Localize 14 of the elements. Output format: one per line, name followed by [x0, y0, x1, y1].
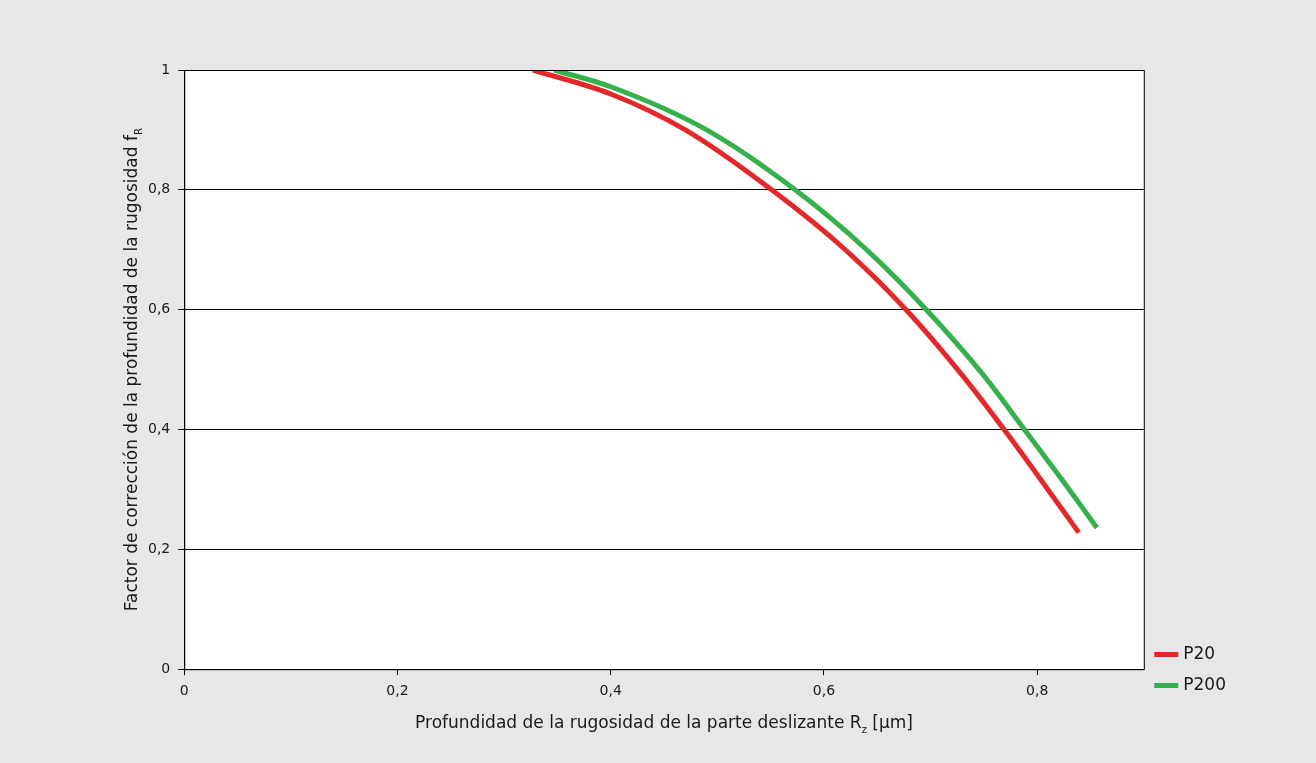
y-tick-label: 0,2 [148, 540, 171, 556]
y-tick-label: 0,8 [148, 180, 171, 197]
x-tick-label: 0 [179, 682, 189, 699]
legend-label: P20 [1183, 642, 1216, 663]
legend-label: P200 [1183, 673, 1226, 694]
y-tick-label: 0 [161, 659, 171, 676]
x-tick-label: 0,8 [1026, 682, 1049, 699]
y-tick-label: 1 [161, 60, 171, 77]
y-tick-label: 0,4 [148, 420, 171, 437]
x-tick-label: 0,6 [812, 682, 836, 699]
y-axis-title: Factor de corrección de la profundidad de la rugosidad fR [121, 127, 144, 612]
x-tick-label: 0,2 [386, 682, 409, 699]
y-tick-label: 0,6 [148, 300, 171, 317]
x-tick-label: 0,4 [599, 682, 622, 699]
